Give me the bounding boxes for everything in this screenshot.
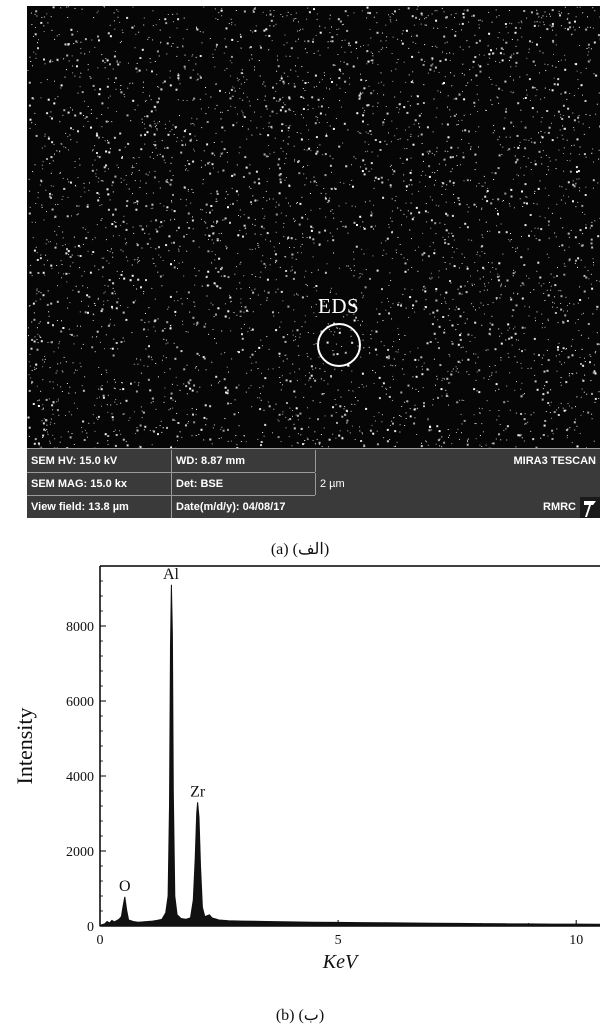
eds-region-circle xyxy=(317,323,361,367)
eds-spectrum-chart: 0 2000 4000 6000 8000 0 5 10 KeV Intensity O Al Zr xyxy=(0,556,600,986)
tescan-logo-icon xyxy=(580,497,600,518)
ticks-layer: 0 2000 4000 6000 8000 0 5 10 xyxy=(66,565,583,948)
sem-panel: EDS SEM HV: 15.0 kV WD: 8.87 mm MIRA3 TE… xyxy=(27,6,600,518)
scale-bar-cell xyxy=(315,450,425,472)
spectrum-series-0 xyxy=(99,584,600,927)
x-tick-label: 0 xyxy=(97,933,104,948)
sem-speckle-pattern xyxy=(27,6,600,448)
y-tick-label: 8000 xyxy=(66,620,94,635)
acquisition-date: Date(m/d/y): 04/08/17 xyxy=(171,496,315,518)
labels-layer: KeV Intensity O Al Zr xyxy=(12,566,360,973)
peak-label-zr: Zr xyxy=(190,783,206,800)
sem-hv: SEM HV: 15.0 kV xyxy=(31,455,118,467)
y-tick-label: 4000 xyxy=(66,770,94,785)
info-divider xyxy=(27,495,315,496)
spectrum-svg: 0 2000 4000 6000 8000 0 5 10 KeV Intensity O Al Zr xyxy=(12,565,600,973)
axes-layer xyxy=(99,565,600,927)
peak-label-o: O xyxy=(119,878,131,895)
x-tick-label: 5 xyxy=(335,933,342,948)
detector: Det: BSE xyxy=(171,473,315,495)
scale-bar-label: 2 µm xyxy=(315,473,425,495)
sem-micrograph xyxy=(27,6,600,448)
caption-b: (b) (ب) xyxy=(275,1007,325,1024)
x-axis-label: KeV xyxy=(322,951,360,973)
sem-info-bar: SEM HV: 15.0 kV WD: 8.87 mm MIRA3 TESCAN… xyxy=(27,448,600,518)
y-tick-label: 0 xyxy=(87,920,94,935)
y-tick-label: 2000 xyxy=(66,845,94,860)
caption-a: (a) (الف) xyxy=(270,541,330,558)
view-field: View field: 13.8 µm xyxy=(31,501,129,513)
x-tick-label: 10 xyxy=(569,933,583,948)
lab-name: RMRC xyxy=(543,501,576,513)
sem-magnification: SEM MAG: 15.0 kx xyxy=(31,478,127,490)
peak-label-al: Al xyxy=(163,566,180,583)
y-tick-label: 6000 xyxy=(66,695,94,710)
working-distance: WD: 8.87 mm xyxy=(171,450,315,472)
eds-label: EDS xyxy=(318,294,360,318)
instrument-model: MIRA3 TESCAN xyxy=(513,455,596,467)
info-divider xyxy=(27,472,315,473)
y-axis-label: Intensity xyxy=(12,708,37,785)
